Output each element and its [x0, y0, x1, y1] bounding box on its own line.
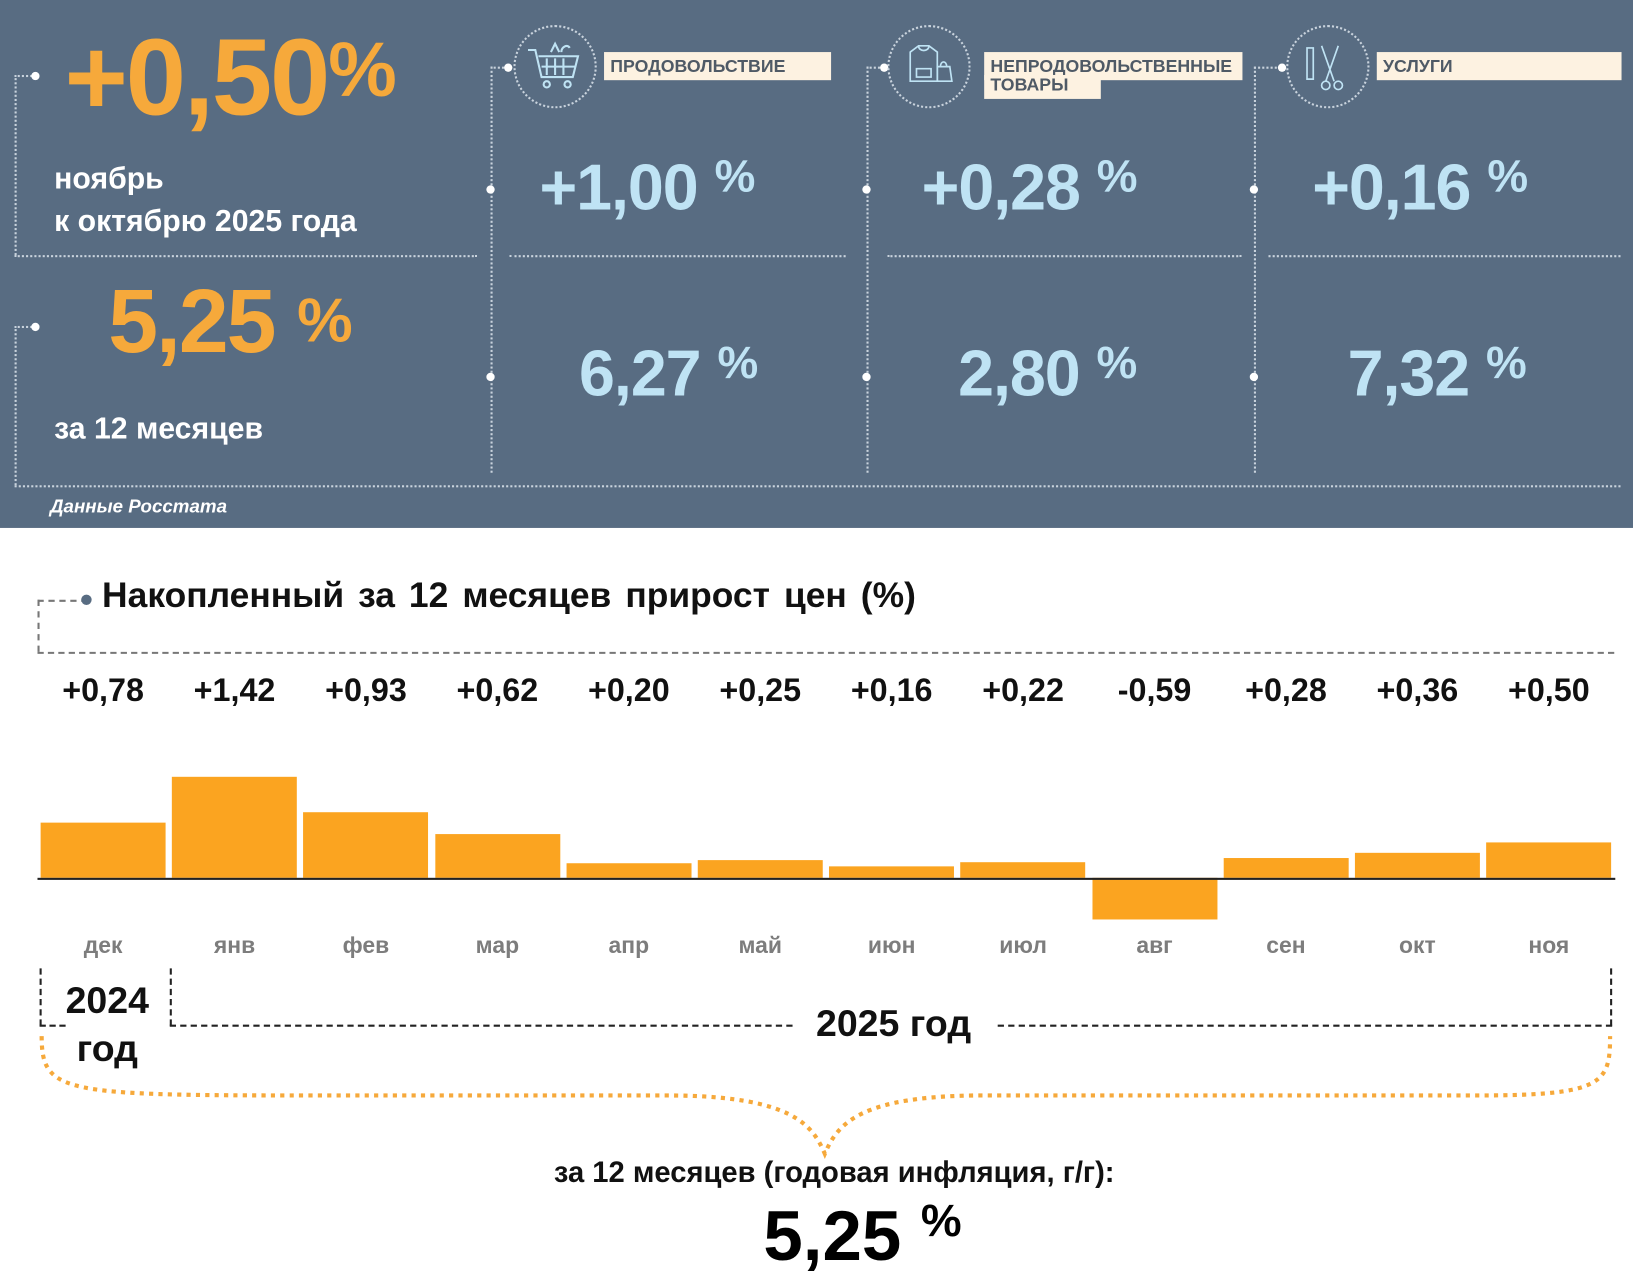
- month-label: июл: [999, 931, 1047, 958]
- category-label-nonfood-line2: ТОВАРЫ: [984, 74, 1101, 99]
- summary-caption: за 12 месяцев (годовая инфляция, г/г):: [553, 1155, 1115, 1189]
- value-label: +0,25: [719, 671, 802, 709]
- shopping-cart-icon: [513, 24, 597, 109]
- percent-sign: %: [1096, 150, 1138, 203]
- annual-inflation-value: 5,25: [108, 271, 276, 372]
- value-label: +1,42: [193, 671, 276, 709]
- monthly-caption-period: к октябрю 2025 года: [54, 205, 357, 239]
- category-label-food: ПРОДОВОЛЬСТВИЕ: [604, 52, 832, 81]
- percent-sign: %: [297, 285, 353, 356]
- bar-июл: [960, 862, 1086, 878]
- value-label: +0,78: [62, 671, 144, 709]
- value-label: +0,50: [1507, 671, 1590, 709]
- percent-sign: %: [1487, 150, 1528, 203]
- bar-ноя: [1486, 842, 1612, 878]
- month-label: сен: [1266, 931, 1306, 958]
- nonfood-monthly-value: +0,28: [921, 152, 1081, 224]
- percent-sign: %: [714, 150, 756, 203]
- percent-sign: %: [717, 337, 758, 389]
- summary-panel: +0,50% ноябрь к октябрю 2025 года 5,25 %…: [0, 0, 1633, 528]
- year-2024-label: 2024 год: [65, 978, 149, 1070]
- bar-апр: [566, 863, 692, 878]
- month-label: ноя: [1528, 931, 1570, 958]
- value-label: +0,62: [456, 671, 539, 709]
- services-monthly-value: +0,16: [1312, 152, 1471, 224]
- monthly-inflation-value: +0,50: [64, 17, 331, 139]
- value-label: +0,93: [325, 671, 407, 709]
- bar-фев: [303, 811, 429, 878]
- month-label: мар: [475, 931, 520, 958]
- month-label: май: [738, 931, 782, 958]
- month-label: июн: [867, 931, 916, 958]
- chart-title: Накопленный за 12 месяцев прирост цен (%…: [102, 575, 916, 616]
- monthly-caption-month: ноябрь: [54, 162, 164, 196]
- value-label: +0,28: [1245, 671, 1327, 709]
- month-label: дек: [83, 931, 123, 958]
- month-label: фев: [342, 931, 390, 958]
- percent-sign: %: [1486, 337, 1527, 389]
- bar-авг: [1092, 877, 1218, 920]
- month-label: окт: [1399, 931, 1436, 958]
- bar-сен: [1223, 857, 1349, 878]
- clothing-bag-icon: [887, 24, 971, 109]
- nonfood-annual-value: 2,80: [958, 338, 1081, 411]
- percent-sign: %: [328, 26, 397, 113]
- bar-дек: [40, 822, 166, 878]
- bar-мар: [434, 833, 560, 878]
- source-note: Данные Росстата: [49, 495, 228, 517]
- percent-sign: %: [1096, 337, 1138, 389]
- scissors-comb-icon: [1286, 24, 1370, 109]
- value-label: +0,20: [587, 671, 670, 709]
- summary-value: 5,25: [763, 1196, 902, 1276]
- category-label-services: УСЛУГИ: [1376, 52, 1622, 81]
- chart-baseline: [37, 877, 1616, 880]
- food-monthly-value: +1,00: [539, 152, 698, 224]
- annual-caption: за 12 месяцев: [54, 412, 264, 446]
- bar-июн: [829, 866, 955, 878]
- month-label: авг: [1136, 931, 1173, 958]
- services-annual-value: 7,32: [1347, 338, 1471, 411]
- food-annual-value: 6,27: [579, 338, 702, 411]
- month-label: апр: [608, 931, 650, 958]
- year-2025-label: 2025 год: [815, 1001, 972, 1045]
- bar-окт: [1354, 852, 1480, 878]
- bar-янв: [172, 777, 298, 878]
- value-label: +0,16: [850, 671, 933, 709]
- value-label: +0,36: [1376, 671, 1459, 709]
- month-label: янв: [213, 931, 256, 958]
- percent-sign: %: [920, 1195, 962, 1247]
- value-label: -0,59: [1117, 671, 1192, 709]
- bar-май: [697, 860, 823, 878]
- value-label: +0,22: [982, 671, 1064, 709]
